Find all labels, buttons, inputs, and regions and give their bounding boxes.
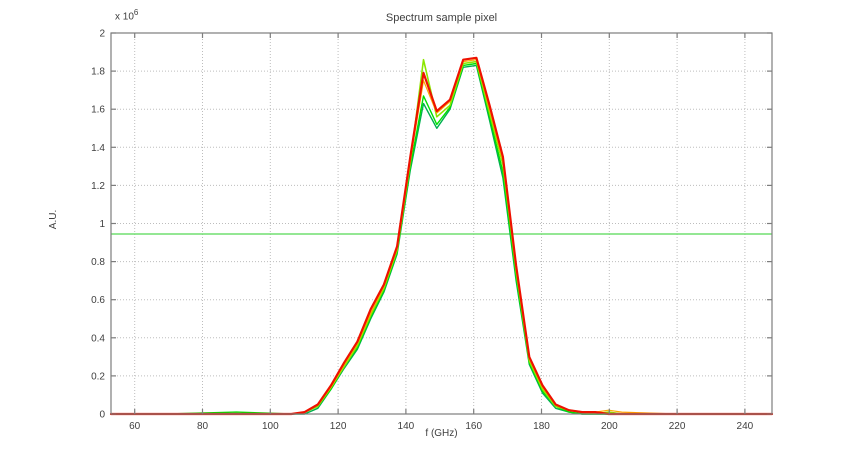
xtick-label: 180 xyxy=(533,421,550,432)
ytick-label: 0.6 xyxy=(91,295,105,306)
chart-title: Spectrum sample pixel xyxy=(385,12,498,24)
x-axis-label: f (GHz) xyxy=(425,428,458,439)
series-spectrum-chartreuse xyxy=(110,58,773,415)
series-spectrum-green xyxy=(110,62,773,415)
xtick-label: 140 xyxy=(398,421,415,432)
ytick-label: 0.2 xyxy=(91,371,105,382)
ytick-label: 1.4 xyxy=(91,143,105,154)
ytick-label: 1.2 xyxy=(91,181,105,192)
y-axis-exponent: x 106 xyxy=(115,8,138,22)
y-axis-exponent-base: x 10 xyxy=(115,11,134,23)
ytick-label: 1.8 xyxy=(91,67,105,78)
series-spectrum-red xyxy=(109,56,774,416)
ytick-label: 0.8 xyxy=(91,257,105,268)
xtick-label: 60 xyxy=(129,421,141,432)
ytick-label: 0 xyxy=(99,410,105,421)
xtick-label: 240 xyxy=(737,421,754,432)
xtick-label: 160 xyxy=(465,421,482,432)
ytick-label: 2 xyxy=(99,29,105,40)
ytick-label: 1 xyxy=(99,219,105,230)
xtick-label: 200 xyxy=(601,421,618,432)
xtick-label: 100 xyxy=(262,421,279,432)
xtick-label: 120 xyxy=(330,421,347,432)
xtick-label: 80 xyxy=(197,421,209,432)
ytick-label: 0.4 xyxy=(91,333,105,344)
y-axis-exponent-power: 6 xyxy=(133,8,139,17)
ytick-label: 1.6 xyxy=(91,105,105,116)
xtick-label: 220 xyxy=(669,421,686,432)
